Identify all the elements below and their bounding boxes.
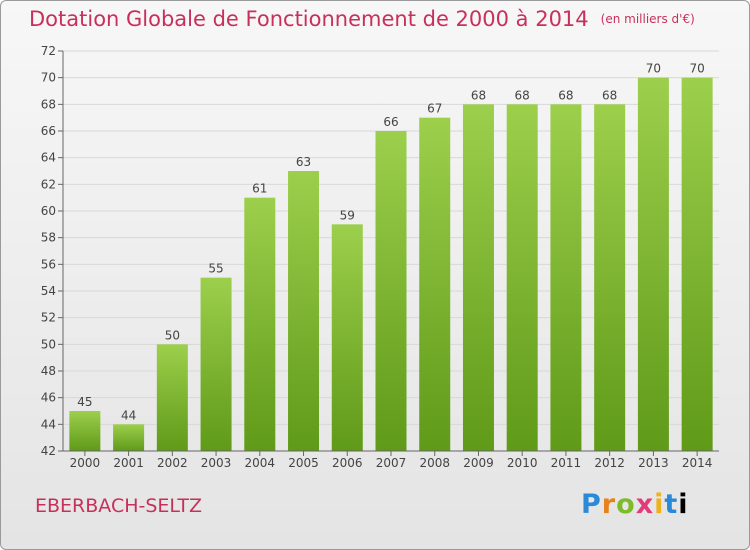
bar-2007 — [375, 131, 407, 451]
bar-2001 — [113, 424, 145, 451]
chart-title: Dotation Globale de Fonctionnement de 20… — [29, 7, 695, 31]
proxiti-logo: Proxiti — [581, 489, 689, 520]
data-label: 59 — [340, 208, 355, 222]
data-label: 68 — [602, 88, 617, 102]
data-label: 68 — [515, 88, 530, 102]
data-label: 68 — [558, 88, 573, 102]
bar-2006 — [331, 224, 363, 451]
data-label: 61 — [252, 182, 267, 196]
chart-title-text: Dotation Globale de Fonctionnement de 20… — [29, 7, 589, 31]
data-label: 70 — [689, 62, 704, 76]
x-tick-label: 2012 — [594, 456, 625, 470]
chart-unit: (en milliers d'€) — [600, 12, 695, 26]
y-tick-label: 48 — [41, 364, 56, 378]
y-tick-label: 58 — [41, 231, 56, 245]
logo-letter: o — [616, 489, 636, 520]
y-tick-label: 66 — [41, 124, 56, 138]
y-tick-label: 60 — [41, 204, 56, 218]
bar-2005 — [288, 171, 320, 451]
x-tick-label: 2011 — [551, 456, 582, 470]
data-label: 67 — [427, 102, 442, 116]
x-tick-label: 2008 — [419, 456, 450, 470]
y-tick-label: 52 — [41, 311, 56, 325]
bar-2003 — [200, 277, 232, 451]
y-tick-label: 42 — [41, 444, 56, 458]
bar-2013 — [637, 77, 669, 452]
y-tick-label: 72 — [41, 44, 56, 58]
data-label: 55 — [208, 262, 223, 276]
logo-letter: x — [635, 489, 655, 520]
bar-2014 — [681, 77, 713, 452]
y-tick-label: 54 — [41, 284, 56, 298]
logo-letter: P — [581, 489, 602, 520]
y-tick-label: 70 — [41, 71, 56, 85]
data-label: 44 — [121, 408, 136, 422]
data-label: 70 — [646, 62, 661, 76]
x-tick-label: 2013 — [638, 456, 669, 470]
labels: 42 44 46 48 50 52 54 56 58 60 62 64 66 68 70 72 2000 45 20… — [41, 44, 713, 470]
x-tick-label: 2002 — [157, 456, 188, 470]
data-label: 50 — [165, 328, 180, 342]
logo-letter: i — [678, 489, 689, 520]
logo-letter: i — [654, 489, 665, 520]
bar-2008 — [419, 117, 451, 452]
commune-name: EBERBACH-SELTZ — [35, 495, 203, 517]
bar-2009 — [462, 104, 494, 451]
y-tick-label: 50 — [41, 337, 56, 351]
y-tick-label: 62 — [41, 177, 56, 191]
bar-2010 — [506, 104, 538, 451]
y-tick-label: 44 — [41, 417, 56, 431]
y-tick-label: 64 — [41, 151, 56, 165]
x-tick-label: 2007 — [376, 456, 407, 470]
bar-2000 — [69, 411, 101, 451]
x-tick-label: 2001 — [113, 456, 144, 470]
x-tick-label: 2009 — [463, 456, 494, 470]
x-tick-label: 2006 — [332, 456, 363, 470]
bar-2012 — [594, 104, 626, 451]
y-tick-label: 56 — [41, 257, 56, 271]
x-tick-label: 2004 — [245, 456, 276, 470]
y-tick-label: 68 — [41, 97, 56, 111]
x-tick-label: 2014 — [682, 456, 713, 470]
bars — [69, 77, 713, 452]
data-label: 63 — [296, 155, 311, 169]
y-tick-label: 46 — [41, 391, 56, 405]
data-label: 45 — [77, 395, 92, 409]
data-label: 66 — [383, 115, 398, 129]
data-label: 68 — [471, 88, 486, 102]
x-tick-label: 2005 — [288, 456, 319, 470]
x-tick-label: 2000 — [70, 456, 101, 470]
logo-letter: t — [664, 489, 679, 520]
logo-letter: r — [601, 489, 617, 520]
bar-2002 — [156, 344, 188, 451]
x-tick-label: 2010 — [507, 456, 538, 470]
bar-2011 — [550, 104, 582, 451]
axes — [58, 50, 719, 456]
bar-2004 — [244, 197, 276, 451]
x-tick-label: 2003 — [201, 456, 232, 470]
